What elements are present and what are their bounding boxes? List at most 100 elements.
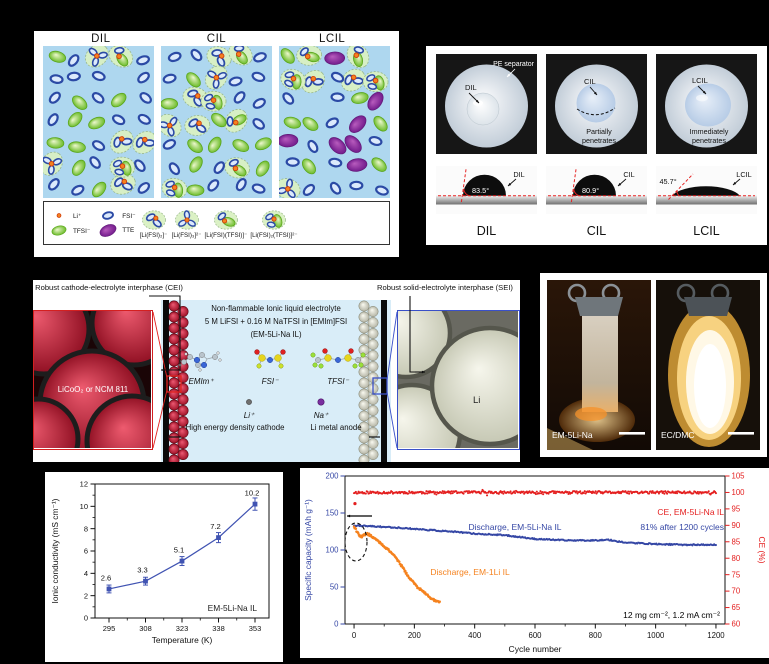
tte-symbol: [344, 135, 362, 153]
tfsi-symbol: [187, 138, 203, 153]
tfsi-symbol: [207, 136, 222, 153]
svg-text:0: 0: [352, 631, 357, 640]
cluster_f2t-symbol: [161, 177, 188, 198]
svg-text:6: 6: [84, 547, 88, 556]
tte-symbol: [279, 134, 299, 148]
tfsi-symbol: [189, 156, 203, 173]
fsi-symbol: [91, 92, 105, 104]
svg-text:75: 75: [732, 570, 741, 579]
cluster_fsi2-symbol: [141, 209, 166, 230]
li-label: Li: [473, 395, 481, 406]
fsi-symbol: [167, 51, 182, 63]
fsi-symbol: [89, 156, 101, 169]
data-point-label: 2.6: [101, 573, 112, 582]
photo-label-il: EM-5Li-Na: [552, 430, 593, 440]
data-point-label: 10.2: [245, 489, 260, 498]
data-point: [179, 558, 185, 564]
fsi-symbol: [168, 162, 181, 176]
box-title-lcil: LCIL: [319, 33, 346, 45]
legend-label: [Li(FSI)₂]⁻: [139, 231, 168, 239]
fsi-symbol: [162, 138, 177, 150]
fsi-symbol: [137, 181, 151, 194]
tfsi-symbol: [46, 137, 65, 149]
svg-text:600: 600: [528, 631, 542, 640]
tfsi-symbol: [302, 117, 319, 131]
penetration-note: Partially: [586, 127, 612, 136]
cluster_f2t-glyph: [262, 209, 286, 230]
svg-text:353: 353: [249, 624, 262, 633]
contact-angle-value: 83.5°: [472, 186, 489, 195]
svg-text:8: 8: [84, 524, 88, 533]
svg-text:295: 295: [103, 624, 116, 633]
fsi-symbol: [235, 177, 247, 192]
cluster_fsi2-symbol: [301, 69, 326, 94]
electrolyte-region: [161, 300, 391, 462]
tfsi-molecule: [310, 348, 366, 369]
tfsi-symbol: [71, 159, 86, 176]
legend-item-cluster_fsi3: [Li(FSI)₃]²⁻: [172, 208, 202, 239]
cluster_fsi3-symbol: [84, 46, 109, 68]
fsi-symbol: [134, 159, 146, 173]
scale-bar: [619, 432, 645, 435]
separator-photos-row: PE separator DIL CIL Partially penetrates L…: [426, 46, 767, 154]
anode-photo: [397, 310, 520, 450]
contact-angle-labels: DIL CIL LCIL: [426, 214, 767, 238]
flammability-photo-il: EM-5Li-Na: [547, 280, 651, 450]
fsi-symbol: [330, 71, 345, 83]
cycling-chart: 0 50 100 150 200 60 65 70 75 80 85 90 95 100 105 0 200 40…: [303, 472, 767, 654]
li-symbol: [56, 213, 62, 218]
contact-angle-liquid: DIL: [513, 170, 524, 179]
tfsi-symbol: [373, 115, 388, 132]
cluster_fsi2-symbol: [341, 68, 366, 92]
series-discharge-em5lina: [352, 524, 718, 547]
penetration-note: penetrates: [582, 136, 616, 145]
electrolyte-name: (EM-5Li-Na IL): [250, 330, 302, 339]
tte-glyph: [99, 224, 117, 237]
fsi-symbol: [253, 52, 267, 63]
tfsi-symbol: [232, 139, 250, 152]
fsi-symbol: [111, 114, 126, 126]
svg-text:95: 95: [732, 504, 741, 513]
fsi-symbol: [162, 73, 177, 84]
cluster_ft-symbol: [346, 46, 370, 69]
chart-annotation: Discharge, EM-5Li-Na IL: [468, 522, 561, 532]
svg-text:4: 4: [84, 569, 88, 578]
fsi-symbol: [307, 139, 319, 154]
separator-photo-dil: PE separator DIL: [436, 54, 537, 154]
cathode-photo: [33, 310, 153, 450]
data-point: [143, 578, 148, 584]
svg-text:200: 200: [408, 631, 422, 640]
contact-angle-cil: 80.9° CIL: [546, 166, 647, 214]
cluster_fsi3-symbol: [279, 178, 301, 198]
legend-item-cluster_fsi2: [Li(FSI)₂]⁻: [139, 208, 169, 239]
fsi-symbol: [49, 74, 64, 84]
contact-angle-liquid: CIL: [623, 170, 634, 179]
electrode-strip: [582, 316, 618, 412]
cluster_f2t-symbol: [262, 209, 286, 230]
legend-basic-species: Li⁺ FSI⁻ TFSI⁻ TTE: [47, 208, 136, 238]
cluster_f2t-symbol: [362, 71, 389, 93]
cluster_f2t-symbol: [109, 156, 136, 178]
legend-label: [Li(FSI)₂(TFSI)]²⁻: [250, 231, 298, 239]
legend-label: [Li(FSI)₃]²⁻: [171, 231, 202, 239]
cil-box-illustration: [161, 46, 272, 198]
flammability-photos: EM-5Li-Na EC/DMC: [540, 273, 767, 457]
tfsi-symbol: [351, 92, 369, 104]
fsi-symbol: [328, 157, 343, 168]
label-lcil: LCIL: [693, 224, 720, 238]
cluster_ft-symbol: [296, 46, 323, 66]
cluster_fsi3-glyph: [174, 209, 199, 230]
tfsi-symbol: [91, 181, 107, 198]
fsi-symbol: [136, 55, 150, 66]
na-ion-label: Na⁺: [313, 411, 329, 420]
fsi-symbol: [368, 135, 383, 147]
fsi-symbol: [137, 113, 151, 125]
chart-annotation: 12 mg cm⁻², 1.2 mA cm⁻²: [623, 610, 720, 620]
fsi-symbol: [47, 178, 60, 191]
data-point-label: 3.3: [137, 566, 148, 575]
panel-f-cycling-chart: 0 50 100 150 200 60 65 70 75 80 85 90 95 100 105 0 200 40…: [300, 468, 769, 658]
fsi-symbol: [252, 118, 265, 130]
scale-bar: [728, 432, 754, 435]
tfsi-symbol: [51, 225, 67, 236]
